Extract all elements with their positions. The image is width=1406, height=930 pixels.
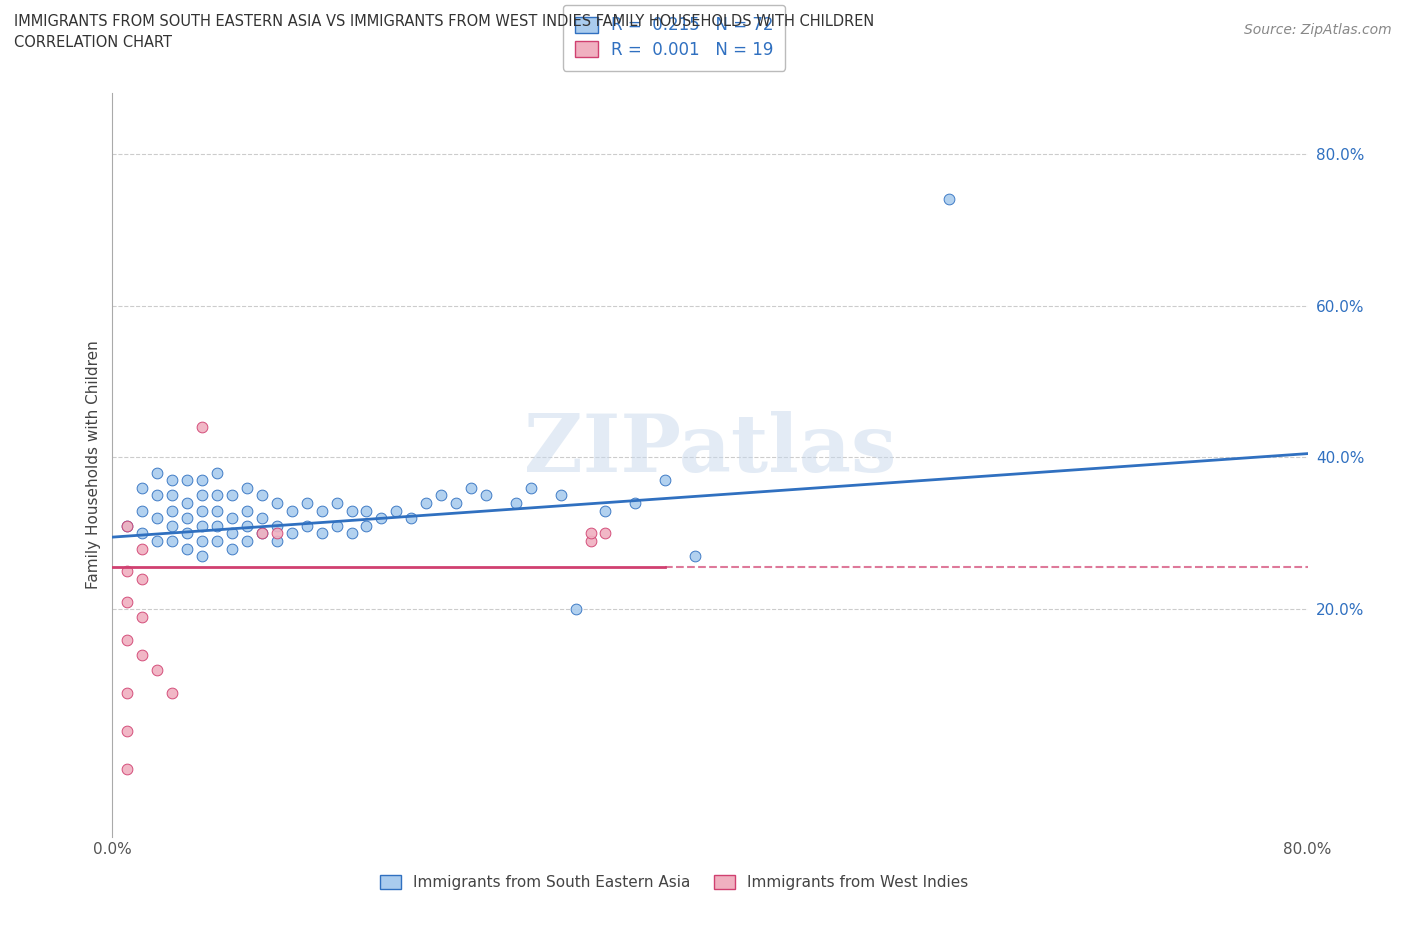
Point [117,724,139,738]
Point [131,480,153,495]
Point [281,503,304,518]
Legend: Immigrants from South Eastern Asia, Immigrants from West Indies: Immigrants from South Eastern Asia, Immi… [374,869,974,897]
Point [146,534,169,549]
Point [520,480,543,495]
Point [162,503,183,518]
Point [266,518,288,533]
Point [266,496,288,511]
Point [146,662,169,677]
Text: IMMIGRANTS FROM SOUTH EASTERN ASIA VS IMMIGRANTS FROM WEST INDIES FAMILY HOUSEHO: IMMIGRANTS FROM SOUTH EASTERN ASIA VS IM… [14,14,875,29]
Point [340,525,363,540]
Point [117,632,139,647]
Point [205,518,228,533]
Point [191,503,214,518]
Point [162,534,183,549]
Point [131,609,153,624]
Point [176,511,198,525]
Point [131,541,153,556]
Point [205,503,228,518]
Point [325,496,347,511]
Point [191,549,214,564]
Point [654,472,676,487]
Point [176,472,198,487]
Point [162,518,183,533]
Point [117,685,139,700]
Point [117,594,139,609]
Point [146,465,169,480]
Text: Source: ZipAtlas.com: Source: ZipAtlas.com [1244,23,1392,37]
Point [205,465,228,480]
Point [236,480,259,495]
Point [938,192,960,206]
Point [117,518,139,533]
Point [221,525,243,540]
Point [221,511,243,525]
Point [131,647,153,662]
Point [579,534,602,549]
Point [505,496,527,511]
Point [266,525,288,540]
Point [176,496,198,511]
Point [595,503,617,518]
Point [205,488,228,503]
Point [356,503,378,518]
Point [564,602,586,617]
Point [475,488,498,503]
Point [176,525,198,540]
Point [579,525,602,540]
Point [385,503,408,518]
Point [191,518,214,533]
Point [250,525,273,540]
Point [162,472,183,487]
Point [281,525,304,540]
Point [430,488,453,503]
Text: ZIPatlas: ZIPatlas [524,411,896,489]
Point [250,511,273,525]
Point [401,511,423,525]
Point [162,488,183,503]
Point [444,496,467,511]
Point [325,518,347,533]
Point [236,534,259,549]
Point [131,525,153,540]
Point [131,503,153,518]
Point [146,488,169,503]
Point [550,488,572,503]
Point [205,534,228,549]
Point [311,503,333,518]
Point [295,518,318,533]
Point [176,541,198,556]
Point [295,496,318,511]
Point [356,518,378,533]
Point [595,525,617,540]
Point [624,496,647,511]
Point [683,549,706,564]
Point [311,525,333,540]
Point [460,480,482,495]
Y-axis label: Family Households with Children: Family Households with Children [86,340,101,590]
Point [162,685,183,700]
Point [191,472,214,487]
Point [250,488,273,503]
Point [117,564,139,578]
Text: CORRELATION CHART: CORRELATION CHART [14,35,172,50]
Point [250,525,273,540]
Point [266,534,288,549]
Point [191,488,214,503]
Point [191,419,214,434]
Point [370,511,392,525]
Point [236,518,259,533]
Point [415,496,437,511]
Point [221,488,243,503]
Point [221,541,243,556]
Point [131,571,153,586]
Point [191,534,214,549]
Point [117,518,139,533]
Point [340,503,363,518]
Point [146,511,169,525]
Point [117,762,139,777]
Point [236,503,259,518]
